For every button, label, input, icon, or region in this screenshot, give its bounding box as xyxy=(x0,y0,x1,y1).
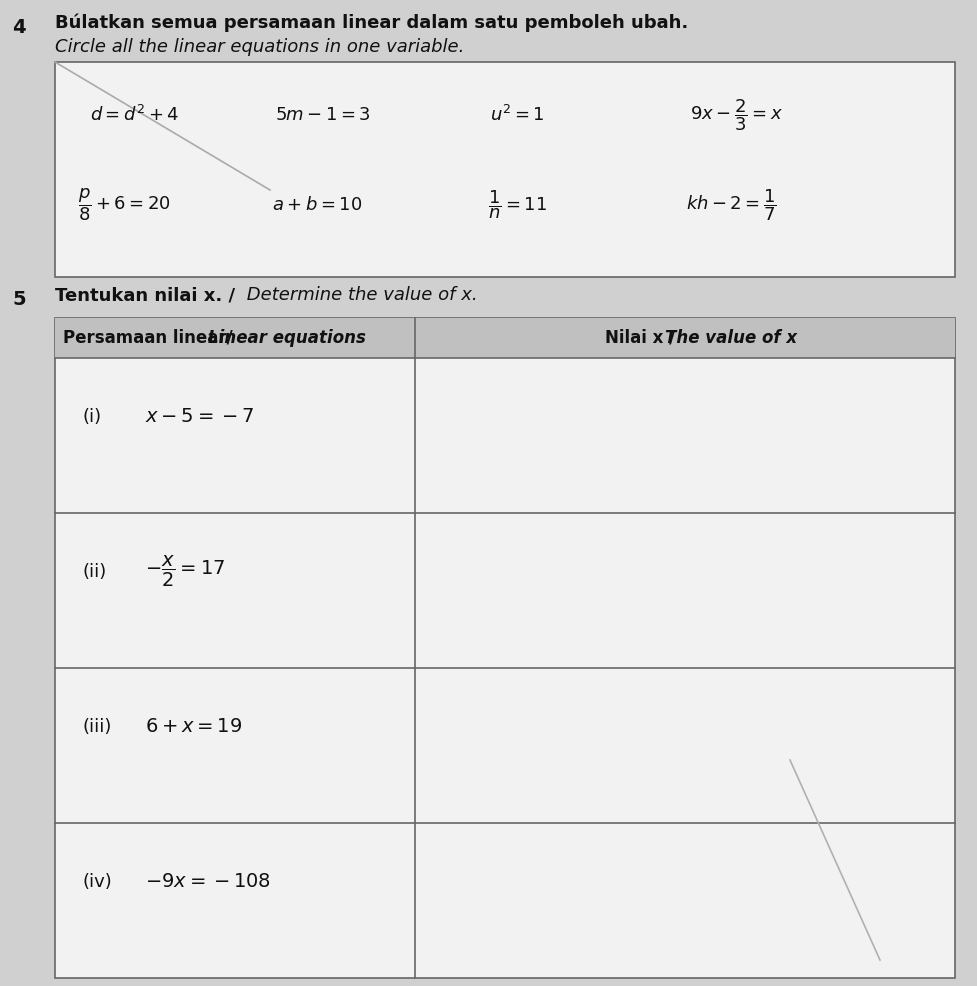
Text: Circle all the linear equations in one variable.: Circle all the linear equations in one v… xyxy=(55,38,464,56)
Text: Búlatkan semua persamaan linear dalam satu pemboleh ubah.: Búlatkan semua persamaan linear dalam sa… xyxy=(55,14,688,33)
Bar xyxy=(55,62,955,277)
Text: 4: 4 xyxy=(12,18,25,37)
Text: $5m - 1 = 3$: $5m - 1 = 3$ xyxy=(275,106,370,124)
Text: (iv): (iv) xyxy=(83,873,112,891)
Text: $kh - 2 = \dfrac{1}{7}$: $kh - 2 = \dfrac{1}{7}$ xyxy=(686,187,777,223)
Text: $x - 5 = -7$: $x - 5 = -7$ xyxy=(145,407,254,426)
Text: The value of x: The value of x xyxy=(665,329,797,347)
Text: 5: 5 xyxy=(12,290,25,309)
Text: $6 + x = 19$: $6 + x = 19$ xyxy=(145,718,242,737)
Text: (ii): (ii) xyxy=(83,563,107,581)
Text: $-9x = -108$: $-9x = -108$ xyxy=(145,873,271,891)
Bar xyxy=(55,318,955,978)
Text: (i): (i) xyxy=(83,408,103,426)
Text: Linear equations: Linear equations xyxy=(208,329,365,347)
Text: Persamaan linear/: Persamaan linear/ xyxy=(63,329,238,347)
Text: $u^2 = 1$: $u^2 = 1$ xyxy=(490,105,544,125)
Text: $\dfrac{1}{n} = 11$: $\dfrac{1}{n} = 11$ xyxy=(488,188,547,221)
Text: (iii): (iii) xyxy=(83,718,112,736)
Text: Determine the value of x.: Determine the value of x. xyxy=(241,286,478,304)
Text: $\dfrac{p}{8} + 6 = 20$: $\dfrac{p}{8} + 6 = 20$ xyxy=(78,186,171,223)
Text: $9x - \dfrac{2}{3} = x$: $9x - \dfrac{2}{3} = x$ xyxy=(690,98,783,133)
Text: $d = d^2 + 4$: $d = d^2 + 4$ xyxy=(90,105,180,125)
Text: $-\dfrac{x}{2} = 17$: $-\dfrac{x}{2} = 17$ xyxy=(145,554,226,590)
Text: $a + b = 10$: $a + b = 10$ xyxy=(272,196,362,214)
Bar xyxy=(55,318,955,358)
Text: Nilai x /: Nilai x / xyxy=(605,329,681,347)
Text: Tentukan nilai x. /: Tentukan nilai x. / xyxy=(55,286,235,304)
